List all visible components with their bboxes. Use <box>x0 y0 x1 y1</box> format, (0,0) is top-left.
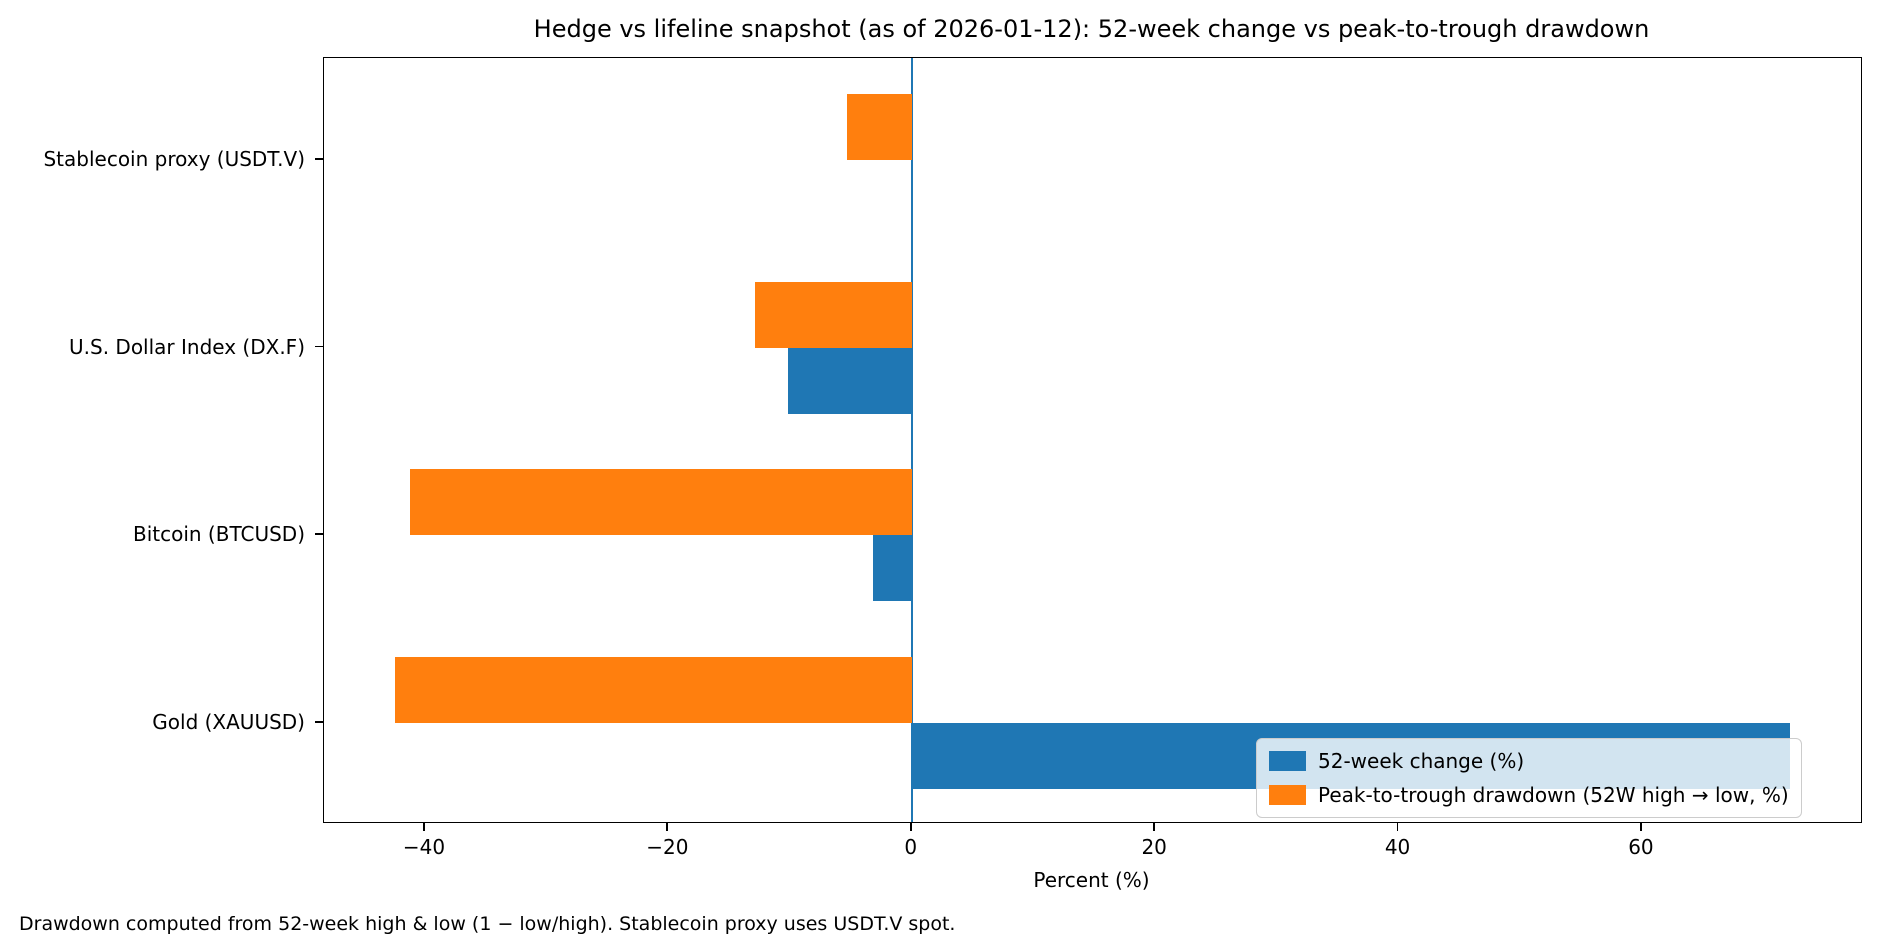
legend-item: 52-week change (%) <box>1269 748 1789 774</box>
x-tick-mark <box>909 823 912 831</box>
legend-swatch-blue <box>1269 751 1306 771</box>
x-tick-label-20: 20 <box>1141 835 1167 859</box>
legend-label: Peak-to-trough drawdown (52W high → low,… <box>1318 783 1789 807</box>
x-tick-label-neg40: −40 <box>402 835 446 859</box>
x-axis-label: Percent (%) <box>1033 868 1150 892</box>
y-tick-label-gold-xauusd: Gold (XAUUSD) <box>152 710 305 735</box>
plot-area <box>323 57 1862 823</box>
x-tick-label-60: 60 <box>1628 835 1654 859</box>
zero-reference-line <box>910 58 913 822</box>
x-tick-mark <box>423 823 425 831</box>
bar-bitcoin-btcusd-drawdown <box>410 469 912 536</box>
y-tick-mark <box>315 533 323 536</box>
x-tick-mark <box>1153 823 1156 831</box>
y-tick-label-u-s-dollar-index-dx-f: U.S. Dollar Index (DX.F) <box>69 334 305 359</box>
y-tick-mark <box>315 345 323 348</box>
y-tick-label-bitcoin-btcusd: Bitcoin (BTCUSD) <box>132 522 305 547</box>
x-tick-label-0: 0 <box>904 835 918 859</box>
bar-bitcoin-btcusd-52w-change <box>872 535 912 602</box>
x-tick-mark <box>1396 823 1399 831</box>
chart-footnote: Drawdown computed from 52-week high & lo… <box>19 913 956 935</box>
bar-u-s-dollar-index-dx-f-drawdown <box>754 281 912 348</box>
bar-u-s-dollar-index-dx-f-52w-change <box>787 347 912 414</box>
legend-swatch-orange <box>1269 785 1306 805</box>
bar-stablecoin-proxy-usdt-v-drawdown <box>847 94 912 160</box>
x-tick-mark <box>1640 823 1642 831</box>
y-tick-mark <box>315 158 323 160</box>
x-tick-label-neg20: −20 <box>646 835 689 859</box>
x-tick-mark <box>666 823 669 831</box>
y-tick-label-stablecoin-proxy-usdt-v: Stablecoin proxy (USDT.V) <box>43 147 305 171</box>
chart-title: Hedge vs lifeline snapshot (as of 2026-0… <box>533 15 1650 43</box>
legend-item: Peak-to-trough drawdown (52W high → low,… <box>1269 782 1789 808</box>
x-tick-label-40: 40 <box>1384 835 1411 859</box>
legend-label: 52-week change (%) <box>1318 749 1525 773</box>
bar-gold-xauusd-drawdown <box>394 657 912 724</box>
legend: 52-week change (%) Peak-to-trough drawdo… <box>1256 738 1802 818</box>
y-tick-mark <box>315 721 323 723</box>
